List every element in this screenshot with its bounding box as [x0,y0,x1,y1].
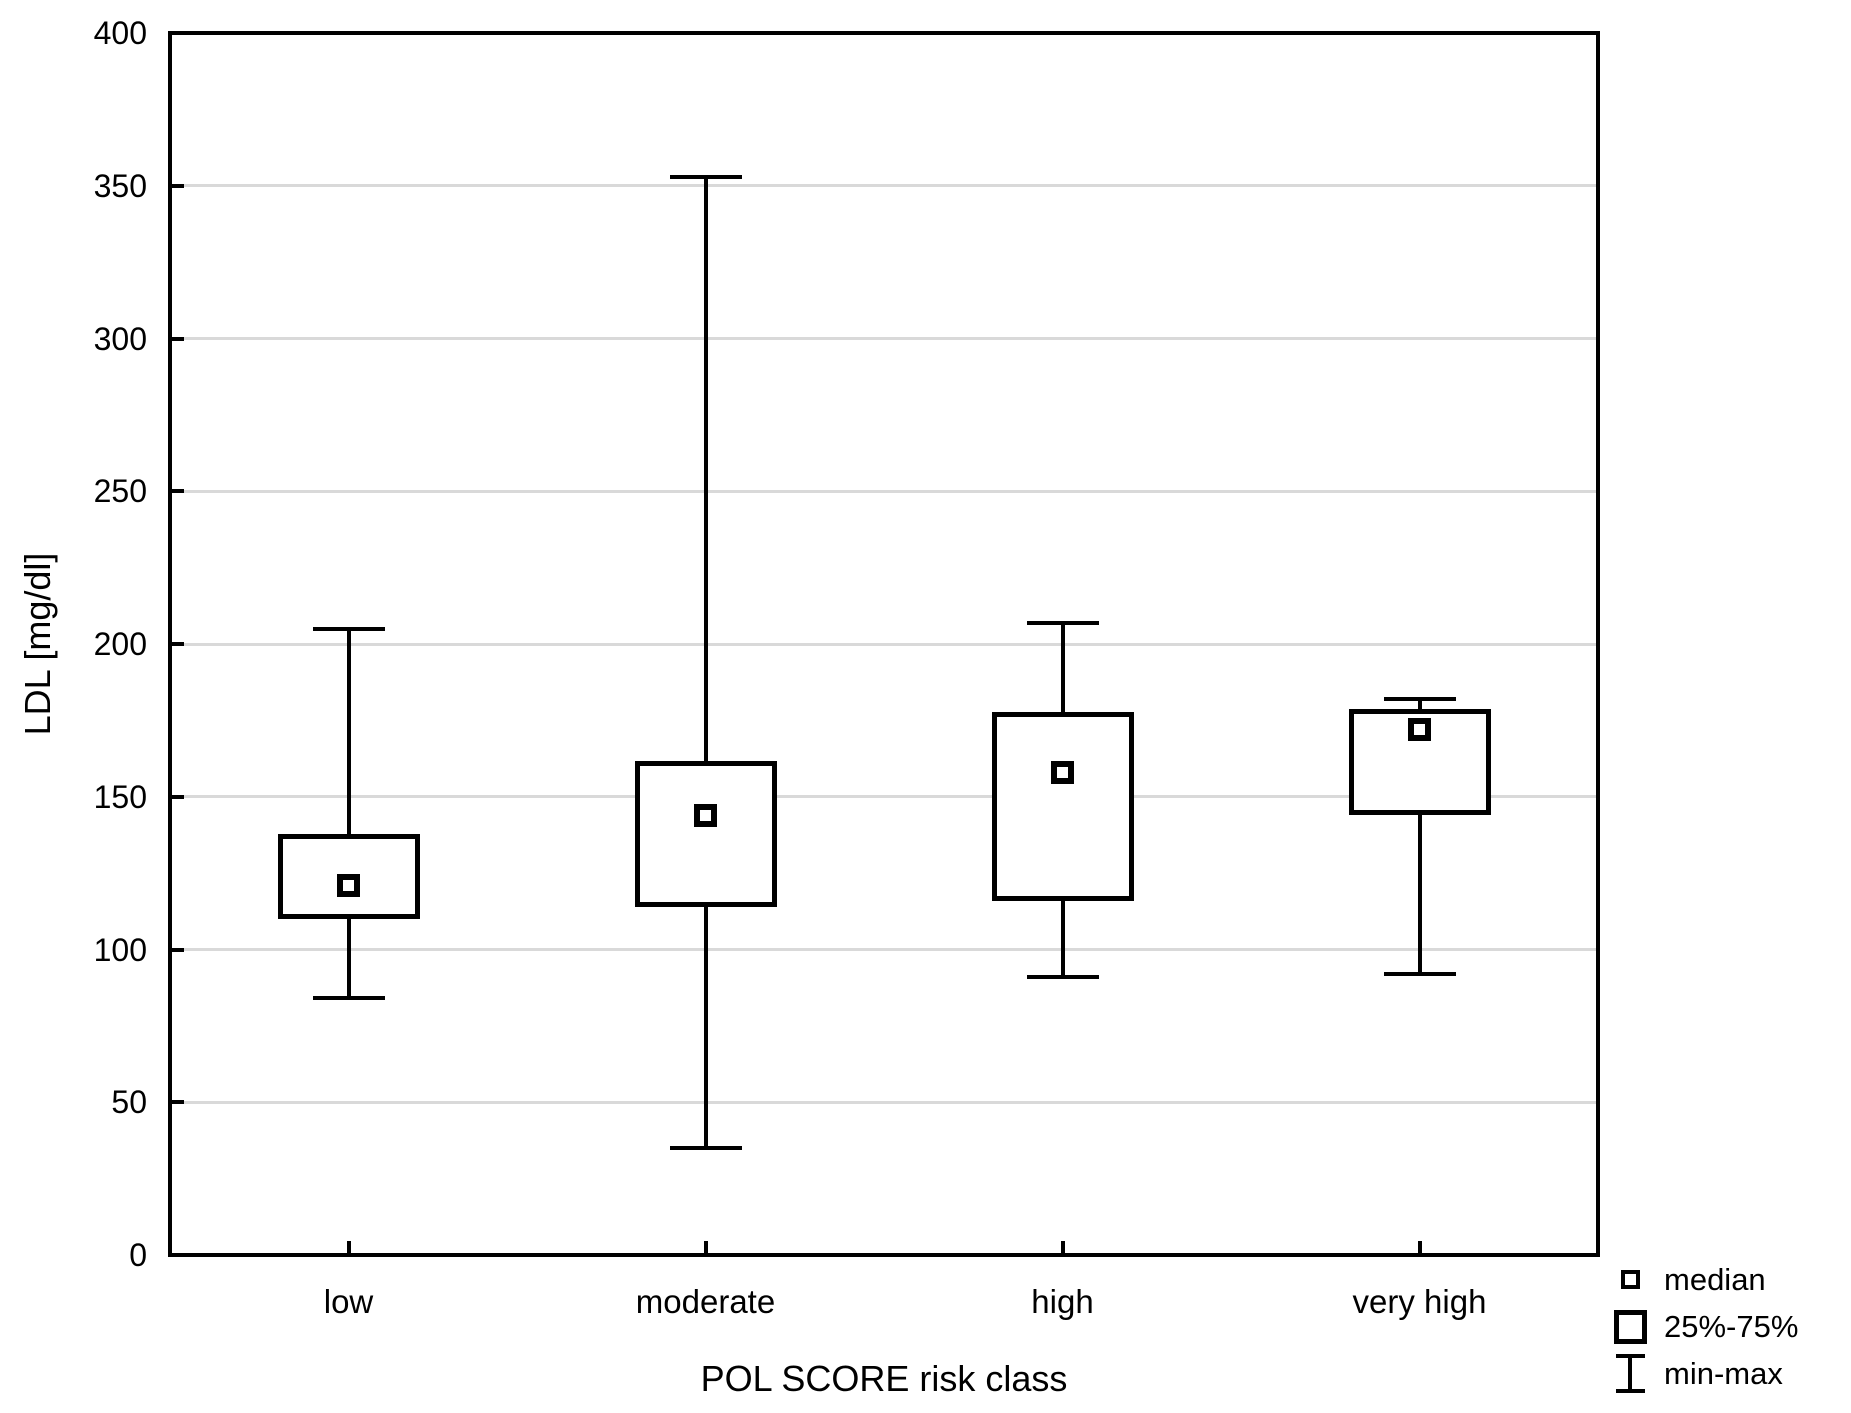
legend-label: median [1664,1261,1766,1297]
whisker-upper-moderate [703,176,708,764]
median-marker-very-high [1408,718,1431,742]
x-tick-mark [703,1241,708,1255]
whisker-vline [1627,1354,1632,1393]
y-tick-label-150: 150 [93,778,147,815]
gridline [170,489,1598,493]
gridline [170,337,1598,340]
x-tick-label-moderate: moderate [635,1283,776,1320]
x-tick-label-very-high: very high [1352,1283,1487,1320]
legend-symbol-cell [1604,1354,1656,1393]
y-tick-label-400: 400 [93,15,147,51]
gridline [170,184,1598,188]
y-tick-mark [170,947,184,952]
legend-item-min-max: min-max [1604,1350,1798,1397]
iqr-box-moderate [634,761,777,907]
legend-label: 25%-75% [1664,1308,1799,1344]
legend-item-median: median [1604,1256,1798,1303]
y-tick-label-350: 350 [93,167,147,204]
x-tick-label-high: high [1031,1283,1094,1320]
max-cap-very-high [1383,696,1456,701]
y-tick-mark [170,642,184,646]
x-tick-mark [1417,1241,1422,1255]
y-tick-mark [170,336,184,341]
whisker-upper-low [346,628,351,837]
whisker-lower-high [1060,897,1065,977]
y-tick-mark [170,794,184,799]
min-max-whisker-icon [1615,1354,1645,1393]
plot-area [170,33,1598,1255]
iqr-box-high [991,712,1134,901]
min-cap-very-high [1383,971,1456,976]
legend-item-25--75-: 25%-75% [1604,1303,1798,1350]
median-marker-moderate [694,803,717,827]
legend: median 25%-75% min-max [1604,1256,1798,1397]
max-cap-moderate [669,174,742,179]
y-tick-label-300: 300 [93,320,147,357]
y-tick-mark [170,1100,184,1105]
whisker-cap-bottom [1615,1389,1645,1393]
legend-label: min-max [1664,1355,1783,1391]
x-tick-mark [346,1241,351,1255]
median-marker-low [337,873,360,897]
iqr-box-icon [1613,1309,1647,1344]
whisker-upper-very-high [1417,698,1422,712]
x-tick-mark [1060,1241,1065,1255]
y-tick-mark [170,183,184,188]
median-marker-icon [1620,1270,1640,1289]
y-tick-label-100: 100 [93,931,147,968]
median-marker-high [1051,760,1074,784]
x-axis-title: POL SCORE risk class [700,1358,1068,1399]
min-cap-high [1026,974,1099,979]
whisker-lower-low [346,915,351,999]
legend-symbol-cell [1604,1309,1656,1344]
gridline [170,795,1598,799]
whisker-lower-moderate [703,903,708,1149]
y-tick-mark [170,489,184,494]
min-cap-moderate [669,1146,742,1151]
whisker-upper-high [1060,622,1065,715]
gridline [170,948,1598,951]
max-cap-high [1026,620,1099,625]
gridline [170,642,1598,646]
y-tick-label-50: 50 [111,1084,147,1121]
legend-symbol-cell [1604,1270,1656,1289]
y-tick-label-0: 0 [129,1237,147,1273]
whisker-lower-very-high [1417,812,1422,974]
min-cap-low [312,996,385,1001]
y-tick-label-200: 200 [93,626,147,662]
y-tick-label-250: 250 [93,473,147,510]
max-cap-low [312,626,385,631]
gridline [170,1100,1598,1104]
x-tick-label-low: low [323,1283,374,1320]
